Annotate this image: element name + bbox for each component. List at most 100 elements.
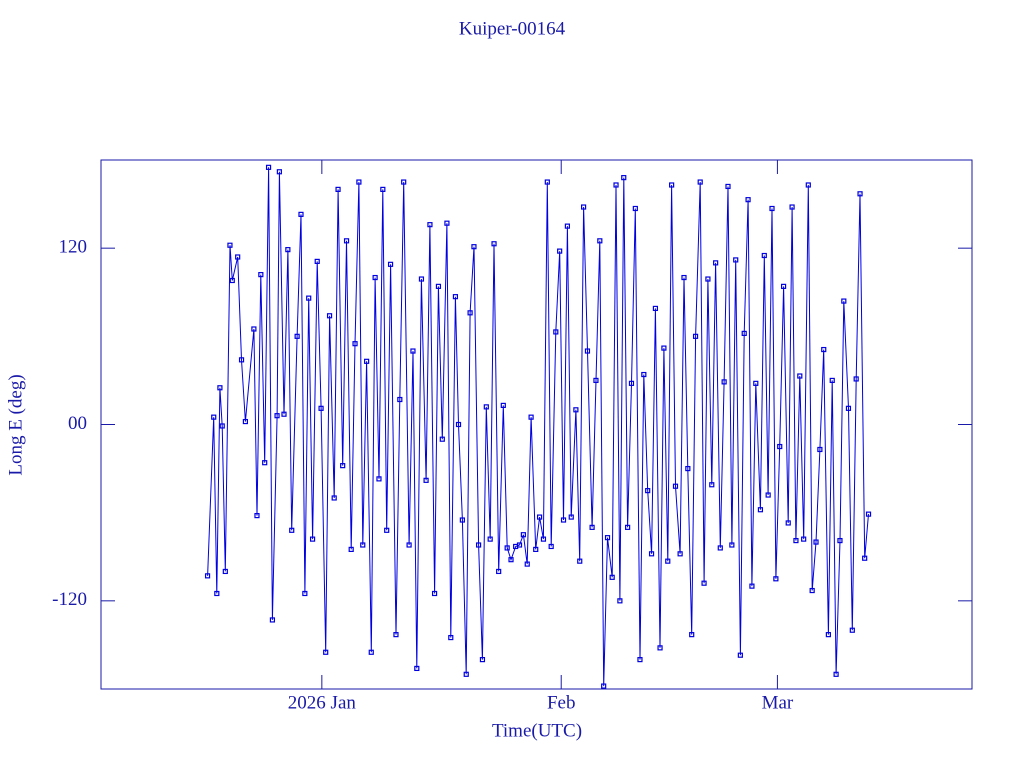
data-point	[229, 277, 235, 284]
data-point	[817, 446, 823, 453]
data-point	[577, 558, 583, 564]
data-point	[793, 537, 799, 544]
data-point	[761, 252, 767, 259]
data-point	[214, 590, 220, 597]
data-point	[737, 652, 743, 658]
x-tick-label: 2026 Jan	[288, 692, 357, 713]
data-point	[242, 418, 248, 425]
data-point	[219, 423, 225, 429]
data-point	[821, 346, 827, 353]
data-point	[705, 276, 711, 282]
data-point	[813, 539, 819, 545]
plot-area	[204, 164, 872, 689]
data-point	[254, 513, 260, 519]
data-point	[601, 683, 607, 689]
data-point	[508, 557, 514, 563]
data-point	[298, 211, 304, 217]
data-point	[853, 376, 859, 382]
data-point	[548, 543, 554, 550]
data-point	[533, 546, 539, 553]
data-point	[528, 414, 534, 420]
data-point	[372, 274, 378, 281]
data-point	[368, 649, 374, 655]
data-point	[564, 223, 570, 229]
data-point	[289, 527, 295, 533]
data-point	[741, 330, 747, 336]
data-point	[376, 476, 382, 482]
y-tick-label: -120	[52, 589, 87, 610]
data-point	[335, 186, 341, 192]
data-point	[560, 517, 567, 523]
data-point	[669, 182, 675, 188]
data-point	[487, 536, 493, 542]
data-point	[431, 590, 438, 597]
data-point	[701, 580, 707, 586]
data-point	[809, 587, 815, 594]
y-axis-label: Long E (deg)	[5, 374, 26, 475]
data-point	[520, 532, 526, 538]
data-point	[829, 377, 835, 384]
data-point	[540, 536, 547, 542]
data-point	[713, 260, 719, 266]
data-point	[496, 568, 502, 575]
data-point	[557, 248, 563, 254]
y-tick-label: 120	[59, 237, 88, 258]
data-point	[689, 632, 695, 638]
data-point	[444, 220, 450, 226]
data-point	[306, 295, 312, 301]
data-point	[672, 483, 679, 489]
data-point	[589, 524, 595, 530]
chart-title: Kuiper-00164	[459, 18, 566, 39]
data-point	[435, 283, 442, 289]
data-point	[235, 254, 241, 260]
data-point	[504, 545, 510, 551]
data-point	[401, 179, 407, 185]
data-point	[573, 407, 579, 413]
data-point	[780, 283, 787, 289]
data-point	[849, 627, 855, 633]
data-point	[387, 261, 394, 267]
data-point	[609, 574, 615, 580]
data-point	[294, 333, 300, 339]
data-point	[604, 535, 611, 541]
data-point	[410, 348, 416, 354]
data-point	[331, 495, 337, 501]
data-point	[805, 182, 811, 188]
data-point	[471, 244, 477, 250]
data-point	[785, 520, 791, 526]
data-point	[217, 385, 223, 391]
data-point	[641, 371, 647, 378]
series-line	[207, 167, 869, 687]
data-point	[657, 645, 663, 651]
data-point	[314, 258, 320, 264]
data-point	[352, 341, 358, 347]
data-point	[211, 414, 217, 420]
data-point	[749, 583, 755, 589]
x-tick-label: Mar	[762, 692, 794, 713]
data-point	[258, 272, 264, 278]
data-point	[276, 169, 282, 175]
data-point	[251, 326, 257, 332]
data-point	[652, 305, 659, 312]
data-point	[262, 460, 268, 466]
data-point	[632, 205, 638, 212]
data-point	[479, 657, 486, 663]
data-point	[677, 551, 683, 557]
data-point	[648, 551, 655, 557]
data-point	[406, 542, 412, 548]
data-point	[222, 568, 228, 575]
data-point	[265, 164, 272, 170]
data-point	[360, 542, 366, 548]
data-point	[455, 421, 462, 428]
data-point	[645, 488, 651, 494]
data-point	[697, 179, 703, 185]
data-point	[745, 197, 751, 203]
data-point	[628, 380, 635, 386]
data-point	[343, 238, 350, 244]
data-point	[725, 183, 731, 190]
x-axis-label: Time(UTC)	[492, 720, 582, 741]
data-point	[326, 313, 333, 319]
data-point	[681, 274, 687, 281]
data-point	[475, 542, 482, 548]
